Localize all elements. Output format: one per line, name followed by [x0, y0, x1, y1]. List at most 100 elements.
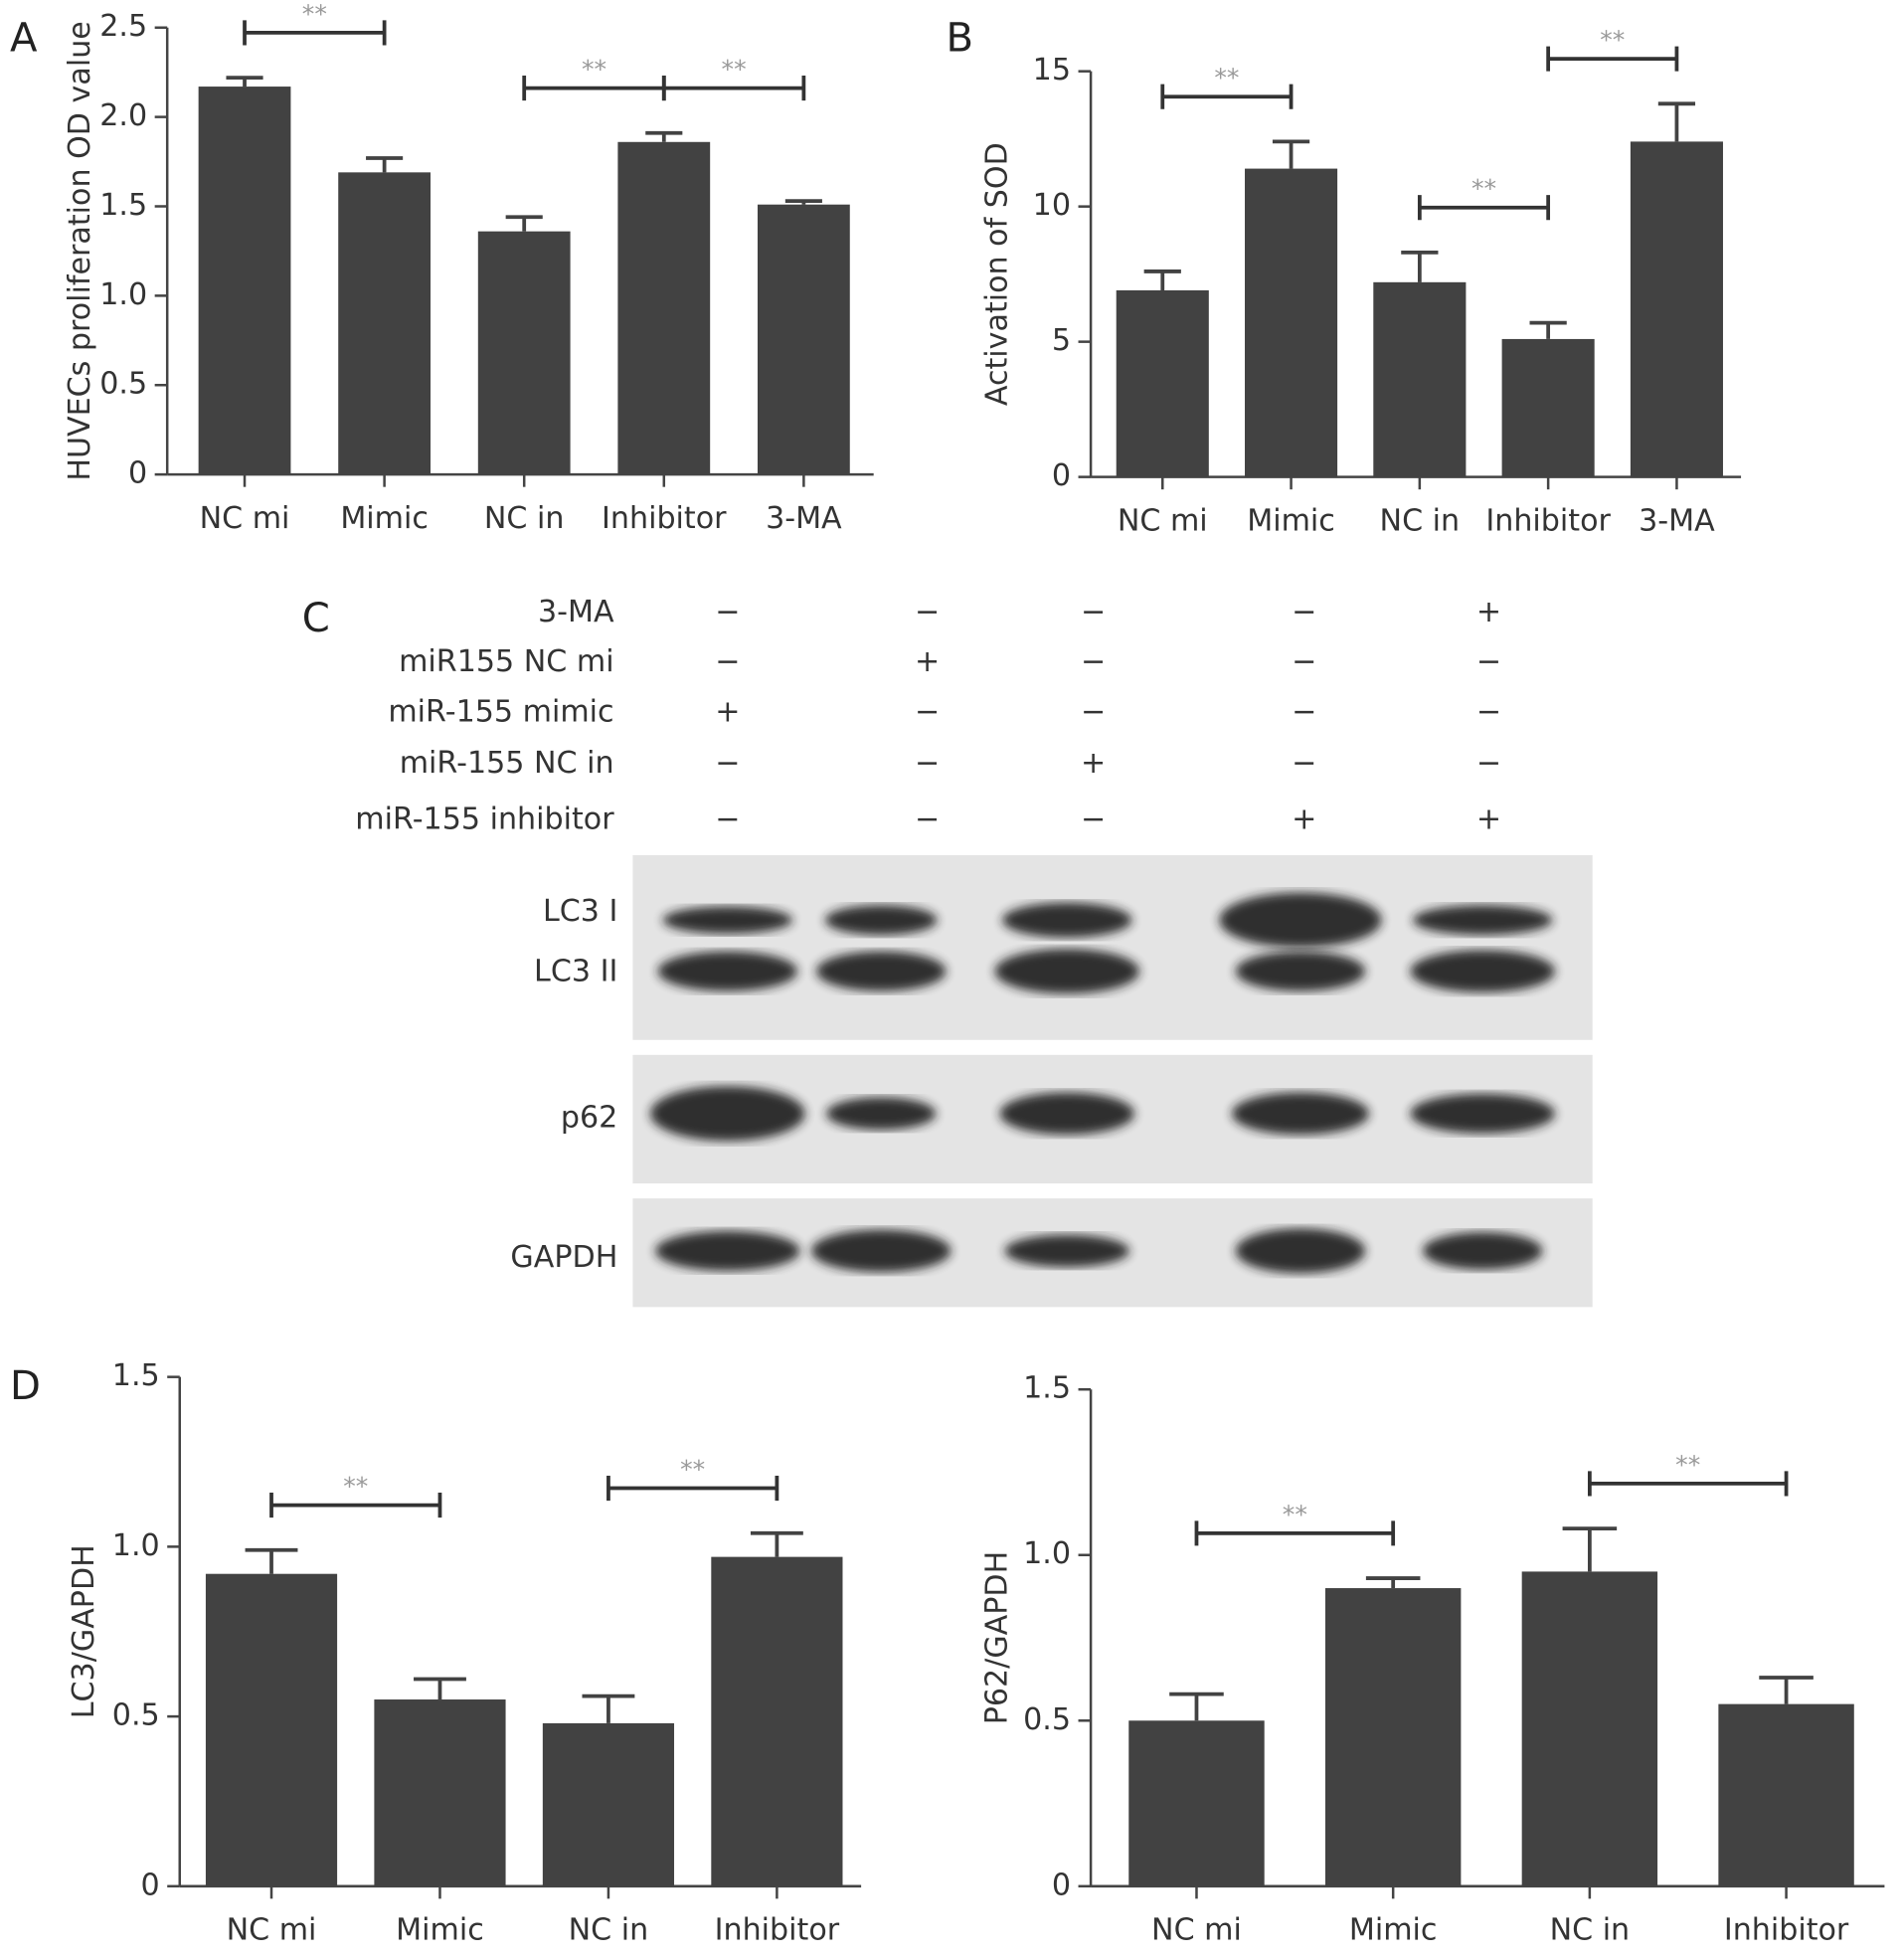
- significance-bracket: [1587, 1471, 1789, 1497]
- band-label: LC3 I: [543, 894, 617, 929]
- bar: [338, 172, 432, 475]
- y-tick-label: 1.0: [112, 1528, 160, 1563]
- treatment-sign: −: [1292, 644, 1316, 679]
- treatment-sign: −: [1292, 746, 1316, 781]
- blot-band: [1235, 1228, 1366, 1274]
- y-tick-label: 10: [1033, 188, 1071, 223]
- error-bar: [784, 199, 822, 205]
- blot-band: [999, 1092, 1135, 1136]
- significance-label: **: [582, 55, 606, 84]
- error-bar: [1365, 1576, 1421, 1589]
- treatment-sign: −: [1081, 694, 1106, 729]
- y-tick-label: 1.5: [99, 188, 147, 223]
- error-bar: [226, 76, 263, 88]
- significance-bracket: [1417, 195, 1551, 221]
- bar: [1718, 1703, 1854, 1886]
- significance-label: **: [680, 1455, 705, 1484]
- bar: [1324, 1588, 1462, 1886]
- error-bar: [505, 215, 543, 232]
- y-axis-label: HUVECs proliferation OD value: [63, 21, 97, 480]
- bar: [205, 1573, 338, 1886]
- bar: [1521, 1571, 1658, 1886]
- treatment-sign: −: [1292, 595, 1316, 629]
- blot-band: [1412, 905, 1553, 936]
- blot-band: [824, 905, 938, 936]
- significance-label: **: [1471, 174, 1496, 203]
- treatment-sign: +: [1292, 802, 1316, 836]
- band-label: GAPDH: [510, 1240, 617, 1275]
- blot-band: [1422, 1232, 1543, 1270]
- error-bar: [1657, 101, 1696, 142]
- error-bar: [1143, 269, 1181, 290]
- x-tick-label: NC in: [569, 1913, 649, 1948]
- x-tick-label: Inhibitor: [1724, 1913, 1849, 1948]
- blot-band: [1219, 892, 1382, 948]
- error-bar: [1759, 1676, 1814, 1704]
- blot-band: [810, 1229, 951, 1273]
- bar: [711, 1556, 843, 1886]
- x-tick-label: Mimic: [1349, 1913, 1438, 1948]
- error-bar: [1272, 139, 1310, 169]
- panel-label: C: [302, 596, 330, 641]
- x-tick-label: NC in: [484, 501, 565, 536]
- treatment-sign: −: [1292, 694, 1316, 729]
- bar: [477, 231, 571, 475]
- bar: [1630, 141, 1723, 477]
- bar: [198, 87, 291, 475]
- panel-label: D: [10, 1363, 41, 1409]
- bar: [1373, 281, 1467, 477]
- error-bar: [1562, 1526, 1618, 1572]
- significance-bracket: [1546, 46, 1679, 72]
- x-tick-label: NC mi: [227, 1913, 317, 1948]
- treatment-label: 3-MA: [538, 595, 614, 629]
- x-tick-label: 3-MA: [1639, 503, 1715, 538]
- y-tick-label: 2.5: [99, 9, 147, 44]
- y-tick-label: 5: [1052, 323, 1071, 358]
- x-tick-label: Mimic: [340, 501, 429, 536]
- y-tick-label: 0.5: [99, 367, 147, 402]
- error-bar: [1529, 320, 1567, 339]
- treatment-label: miR-155 NC in: [400, 746, 614, 781]
- y-tick-label: 0: [128, 456, 147, 491]
- bar: [757, 204, 850, 475]
- bar: [542, 1722, 675, 1886]
- treatment-sign: −: [715, 802, 740, 836]
- blot-band: [662, 906, 793, 935]
- treatment-sign: −: [915, 746, 940, 781]
- significance-label: **: [1675, 1450, 1700, 1479]
- treatment-sign: −: [1081, 595, 1106, 629]
- treatment-label: miR155 NC mi: [399, 644, 613, 679]
- panel-label: A: [10, 15, 38, 61]
- y-axis-label: LC3/GAPDH: [67, 1544, 101, 1718]
- western-blot: [632, 854, 1593, 1308]
- bar: [1128, 1720, 1265, 1886]
- x-tick-label: Inhibitor: [1485, 503, 1611, 538]
- significance-bracket: [661, 76, 806, 101]
- error-bar: [1401, 251, 1439, 282]
- error-bar: [750, 1530, 803, 1557]
- treatment-sign: −: [915, 802, 940, 836]
- treatment-sign: +: [1476, 802, 1501, 836]
- treatment-sign: +: [1476, 595, 1501, 629]
- y-tick-label: 0.5: [112, 1698, 160, 1733]
- y-tick-label: 1.5: [1023, 1371, 1071, 1406]
- bar: [374, 1699, 506, 1886]
- blot-strip: [632, 854, 1593, 1040]
- y-tick-label: 1.0: [1023, 1536, 1071, 1571]
- x-tick-label: Inhibitor: [715, 1913, 840, 1948]
- y-tick-label: 0: [1052, 458, 1071, 493]
- treatment-sign: −: [915, 694, 940, 729]
- significance-bracket: [606, 1475, 779, 1502]
- blot-band: [655, 1230, 800, 1271]
- treatment-sign: +: [1081, 746, 1106, 781]
- significance-label: **: [302, 0, 327, 28]
- blot-band: [649, 1086, 805, 1142]
- x-tick-label: NC mi: [200, 501, 290, 536]
- y-axis-label: P62/GAPDH: [980, 1551, 1015, 1725]
- y-tick-label: 0.5: [1023, 1702, 1071, 1737]
- bar: [1116, 289, 1209, 477]
- blot-band: [1001, 902, 1132, 938]
- significance-bracket: [1194, 1520, 1396, 1546]
- y-tick-label: 1.0: [99, 277, 147, 312]
